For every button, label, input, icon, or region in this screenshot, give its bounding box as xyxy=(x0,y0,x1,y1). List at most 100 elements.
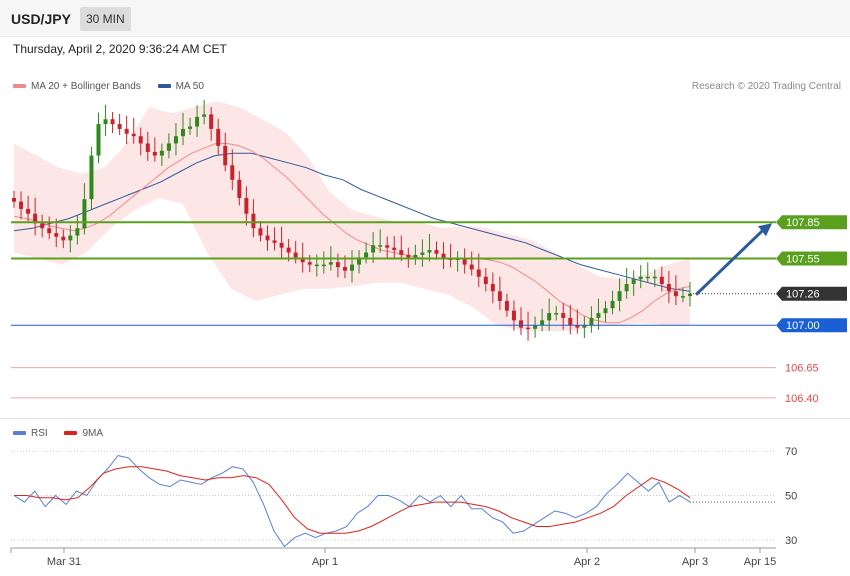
projection-arrow-head xyxy=(758,223,772,237)
candle-body xyxy=(490,284,495,292)
candle-body xyxy=(40,223,45,229)
candle-body xyxy=(582,325,587,328)
candle-body xyxy=(568,317,573,326)
panel-divider xyxy=(0,418,850,419)
rsi-ma-line xyxy=(14,466,691,534)
candle-body xyxy=(666,284,671,292)
legend-ma20-swatch xyxy=(13,84,26,89)
candle-body xyxy=(603,308,608,314)
candle-body xyxy=(575,325,580,328)
candle-body xyxy=(103,119,108,125)
rsi-legend: RSI 9MA xyxy=(13,428,117,439)
candle-body xyxy=(272,240,277,243)
x-tick-label: Apr 15 xyxy=(744,556,776,568)
rsi-line xyxy=(13,455,691,548)
candle-body xyxy=(504,300,509,311)
candle-body xyxy=(145,143,150,152)
candle-body xyxy=(526,327,531,330)
timeframe-button[interactable]: 30 MIN xyxy=(80,7,131,31)
x-tick-label: Apr 1 xyxy=(312,556,338,568)
candle-body xyxy=(596,313,601,318)
target-1-label: 106.65 xyxy=(785,363,819,375)
legend-rsi-label: RSI xyxy=(31,428,48,439)
candle-body xyxy=(124,128,129,134)
candle-body xyxy=(314,264,319,267)
target-2-label: 106.40 xyxy=(785,393,819,405)
candle-body xyxy=(406,254,411,258)
support-1-label: 107.00 xyxy=(786,320,820,332)
candle-body xyxy=(533,325,538,329)
candle-body xyxy=(434,250,439,254)
candle-body xyxy=(202,114,207,117)
candle-body xyxy=(688,293,692,297)
legend-ma50-swatch xyxy=(157,84,171,89)
resistance-1-tag xyxy=(776,251,847,266)
ma50-line xyxy=(13,152,691,292)
candle-body xyxy=(462,258,467,265)
candle-body xyxy=(427,250,432,253)
candle-body xyxy=(483,276,488,284)
candle-body xyxy=(286,247,291,253)
candle-body xyxy=(554,313,559,315)
candle-body xyxy=(328,262,333,265)
candle-body xyxy=(166,143,171,151)
rsi-tick-70: 70 xyxy=(785,446,797,458)
candle-body xyxy=(138,136,143,144)
candle-body xyxy=(293,252,298,258)
legend-9ma-swatch xyxy=(64,431,78,436)
candle-body xyxy=(378,245,383,247)
candle-body xyxy=(385,245,390,248)
resistance-2-tag xyxy=(776,215,847,230)
legend-rsi: RSI xyxy=(13,428,48,439)
rsi-tick-50: 50 xyxy=(785,491,797,503)
support-1-tag xyxy=(776,318,847,333)
candle-body xyxy=(33,213,38,224)
candle-body xyxy=(617,291,622,301)
candle-body xyxy=(258,228,263,236)
main-legend: MA 20 + Bollinger Bands MA 50 xyxy=(13,81,218,92)
legend-9ma: 9MA xyxy=(64,428,103,439)
candle-body xyxy=(610,300,615,309)
candle-body xyxy=(54,233,59,237)
candle-body xyxy=(117,124,122,129)
legend-ma50-label: MA 50 xyxy=(175,81,204,92)
candle-body xyxy=(511,310,516,321)
candle-body xyxy=(342,267,347,271)
candle-body xyxy=(216,128,221,146)
candle-body xyxy=(476,269,481,277)
candle-body xyxy=(68,235,73,241)
candle-body xyxy=(673,291,678,297)
candles xyxy=(12,99,692,341)
candle-body xyxy=(300,257,305,263)
candle-body xyxy=(420,252,425,255)
resistance-2-label: 107.85 xyxy=(786,217,820,229)
candle-body xyxy=(251,213,256,229)
candle-body xyxy=(209,114,214,129)
candle-body xyxy=(188,126,193,129)
candle-body xyxy=(364,252,369,258)
candle-body xyxy=(223,145,228,166)
legend-ma50: MA 50 xyxy=(157,81,204,92)
candle-body xyxy=(321,264,326,267)
candle-body xyxy=(96,124,101,156)
candle-body xyxy=(89,155,94,200)
resistance-1-label: 107.55 xyxy=(786,254,820,266)
current-price-tag xyxy=(776,286,847,301)
candle-body xyxy=(561,313,566,318)
candle-body xyxy=(19,201,24,209)
rsi-tick-30: 30 xyxy=(785,535,797,547)
candle-body xyxy=(279,242,284,248)
chart-header: USD/JPY 30 MIN xyxy=(0,0,850,37)
candle-body xyxy=(631,279,636,284)
candle-body xyxy=(237,179,242,198)
candle-body xyxy=(307,262,312,265)
candle-body xyxy=(12,197,16,202)
candle-body xyxy=(195,116,200,127)
candle-body xyxy=(519,320,523,328)
candle-body xyxy=(181,128,185,137)
candle-body xyxy=(392,247,397,251)
candle-body xyxy=(152,151,157,156)
candle-body xyxy=(624,284,629,292)
candle-body xyxy=(441,253,446,259)
